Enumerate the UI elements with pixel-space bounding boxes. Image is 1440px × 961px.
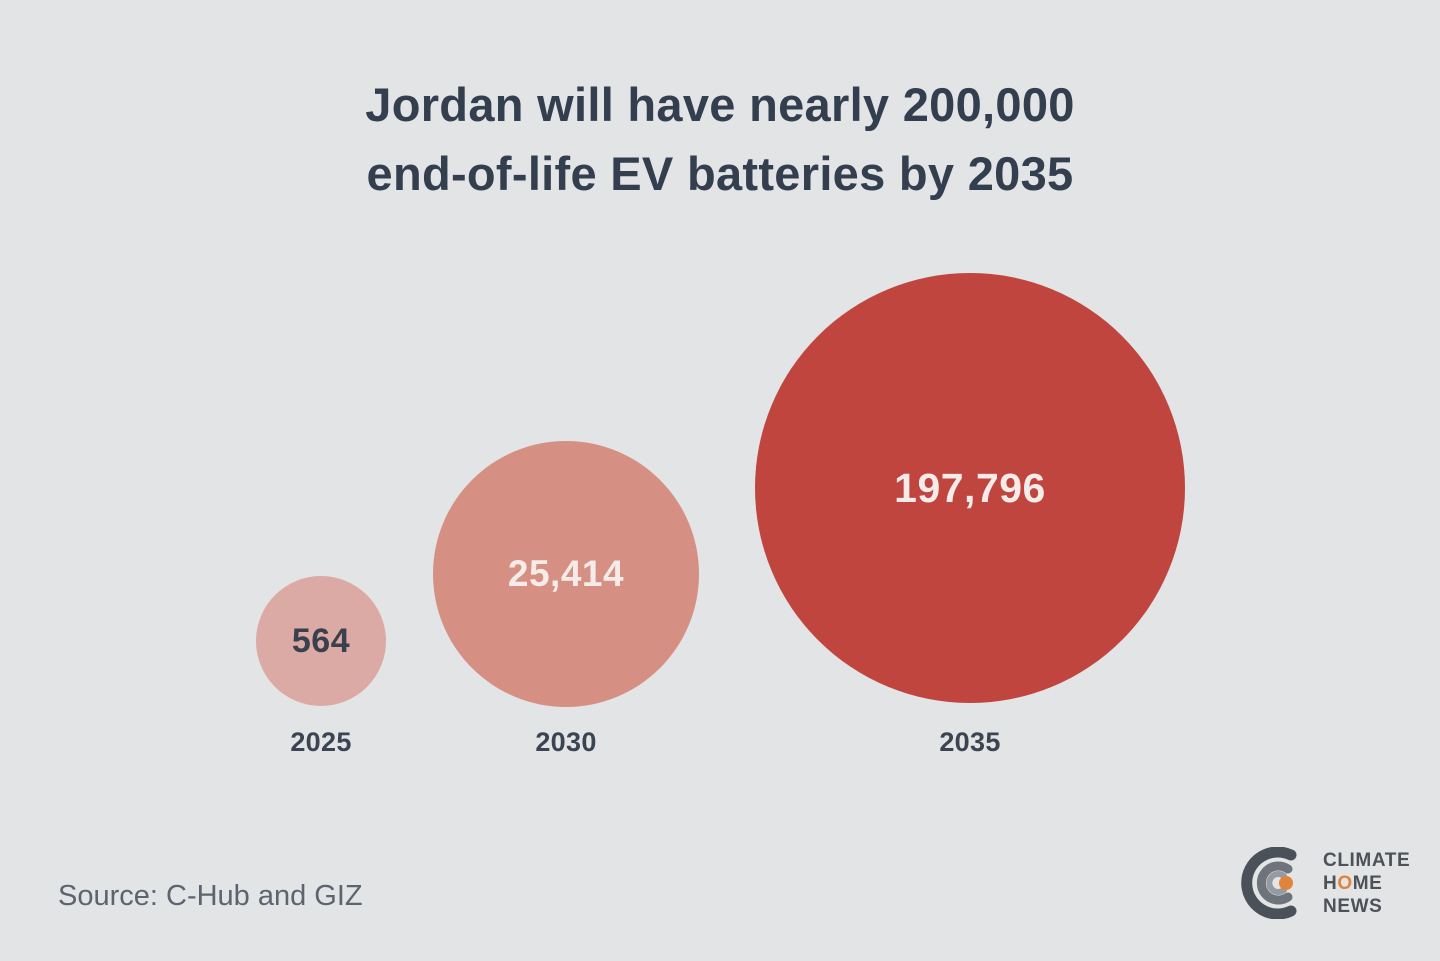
logo-word-news: NEWS [1323, 895, 1383, 917]
axis-label-2030: 2030 [535, 727, 597, 757]
axis-label-2035: 2035 [939, 727, 1001, 757]
logo-wordmark: CLIMATE HOME NEWS [1323, 849, 1410, 918]
source-caption: Source: C-Hub and GIZ [58, 880, 363, 912]
bubble-value-2035: 197,796 [894, 464, 1046, 511]
climate-home-news-logo: CLIMATE HOME NEWS [1241, 846, 1410, 920]
bubble-2035: 197,796 [755, 273, 1185, 703]
climate-home-news-logo-icon [1241, 846, 1313, 920]
bubble-value-2025: 564 [291, 621, 351, 660]
logo-word-home-h: H [1323, 872, 1338, 894]
logo-word-home-o: O [1337, 872, 1353, 894]
chart-title-line2: end-of-life EV batteries by 2035 [366, 147, 1074, 200]
logo-word-home-me: ME [1352, 872, 1383, 894]
logo-word-home: HOME [1323, 872, 1410, 895]
bubble-value-2030: 25,414 [507, 553, 625, 594]
logo-word-climate: CLIMATE [1323, 849, 1411, 871]
bubble-2025: 564 [256, 576, 386, 706]
axis-label-2025: 2025 [290, 727, 352, 757]
chart-title: Jordan will have nearly 200,000 end-of-l… [0, 70, 1440, 208]
chart-title-line1: Jordan will have nearly 200,000 [365, 78, 1075, 131]
bubble-2030: 25,414 [433, 441, 699, 707]
